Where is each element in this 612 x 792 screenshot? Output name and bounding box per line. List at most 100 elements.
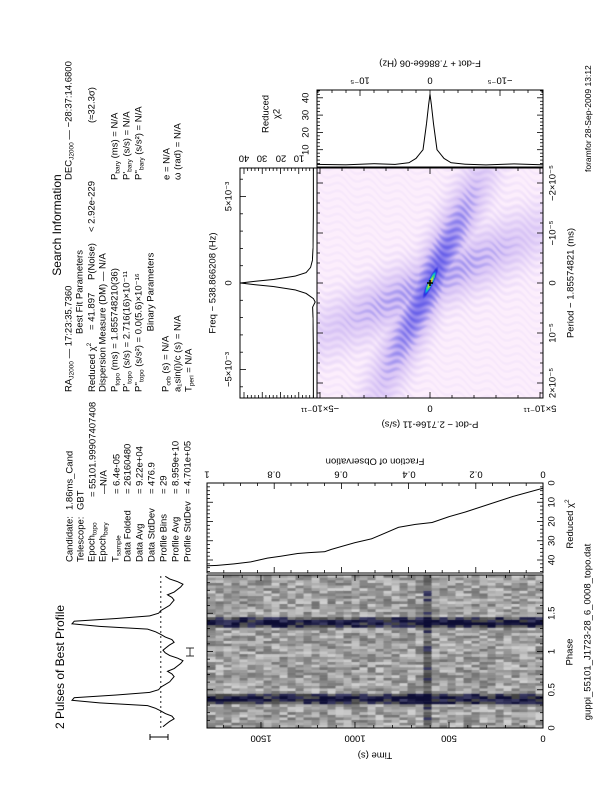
profile-error-bar: [149, 734, 169, 740]
label-text: P: [109, 173, 121, 180]
sep: =: [161, 166, 173, 173]
pdot-tick-label: 0: [427, 402, 433, 414]
label-text: P'': [133, 382, 145, 392]
fraction-tick-label: 0: [540, 468, 546, 480]
chi2-freq-curve: [240, 168, 316, 398]
time-axis-label: Time (s): [357, 749, 393, 761]
data-stddev-label: Data StdDev: [146, 508, 158, 562]
chi2-tick-label: 30: [256, 152, 268, 164]
chi2-tick-label: 10: [546, 496, 558, 508]
profile-avg-label: Profile Avg: [170, 516, 182, 562]
label-sup: 2: [563, 499, 571, 503]
profile-stddev-sep: =: [182, 488, 194, 494]
sep: —: [63, 348, 75, 359]
label-sub: bary: [114, 161, 122, 174]
tsample-sep: =: [111, 488, 123, 494]
value: N/A: [183, 348, 195, 365]
tsample-label: Tsample: [110, 535, 123, 562]
sep: =: [133, 336, 145, 343]
label-sub: J2000: [68, 142, 76, 160]
profile-curve: [70, 575, 184, 728]
freq-tick-label: −5×10⁻³: [223, 351, 235, 388]
data-avg-sep: =: [134, 488, 146, 494]
pnoise-value: < 2.92e-229: [86, 181, 98, 232]
eccentricity-row: e = N/A: [161, 148, 173, 180]
sep: =: [183, 367, 195, 373]
chi2-fdot-curve: [317, 94, 543, 166]
fdot-chi2-axis-label: Reduced χ2: [260, 94, 283, 134]
label-sub: J2000: [68, 361, 76, 379]
freq-tick-label: 5×10⁻³: [223, 181, 235, 212]
data-avg-value: 9.22e+04: [134, 446, 146, 486]
profile-bins-sep: =: [158, 488, 170, 494]
value: 41.897: [86, 292, 98, 322]
label-sub: topo: [91, 522, 99, 536]
tsample-value: 6.4e-05: [111, 453, 123, 486]
value: N/A: [172, 315, 184, 331]
unit: (s/s²): [133, 133, 145, 155]
sep: =: [109, 131, 121, 137]
phase-tick-label: 0.5: [546, 683, 558, 697]
chi2-tick-label: 10: [300, 144, 312, 155]
dm-row: Dispersion Measure (DM) — N/A: [97, 253, 109, 392]
label-text: Epoch: [86, 535, 98, 562]
label-sub: sample: [115, 535, 123, 557]
fdot-tick-label: 10⁻⁵: [350, 74, 370, 86]
chi2-tick-label: 20: [275, 152, 286, 164]
epoch-topo-value: 55101.99907407408: [87, 401, 99, 489]
profile-stddev-value: 4.701e+05: [182, 440, 194, 486]
unit: (s/s): [121, 138, 133, 157]
label-sub: peri: [188, 375, 196, 387]
sep: =: [160, 354, 172, 360]
a1sini-row: a₁sin(i)/c (s) = N/A: [172, 315, 184, 392]
sep: =: [121, 129, 133, 136]
reduced-chi2-value: = 41.897: [86, 292, 98, 330]
profile-bins-label: Profile Bins: [158, 513, 170, 562]
value: N/A: [160, 335, 172, 352]
fraction-tick-label: 0.4: [401, 468, 416, 480]
pdot-tick-label: −5×10⁻¹¹: [300, 402, 340, 414]
freq-tick-label: 0: [223, 280, 235, 286]
sep: =: [121, 341, 133, 348]
label-sub: bary: [102, 522, 110, 536]
label-text: P'': [133, 170, 145, 180]
data-stddev-value: 476.9: [146, 462, 158, 486]
phase-tick-label: 1.5: [546, 606, 558, 620]
pddot-bary-row: P''bary (s/s²) = N/A: [133, 106, 146, 180]
phase-axis-label: Phase: [564, 638, 576, 666]
profile-title: 2 Pulses of Best Profile: [53, 604, 67, 730]
value: 0.0(5.6)×10⁻¹⁶: [133, 273, 145, 335]
telescope-label: Telescope:: [75, 516, 87, 562]
telescope-value: GBT: [75, 490, 87, 510]
profile-stddev-label: Profile StdDev: [182, 501, 194, 562]
label-text: T: [110, 556, 122, 562]
sigma-value: (≈32.3σ): [86, 87, 98, 123]
period-tick-label: 0: [547, 280, 559, 286]
sep: =: [133, 124, 145, 131]
phase-tick-label: 1: [546, 648, 558, 655]
profile-bins-value: 29: [158, 475, 170, 486]
epoch-topo-sep: =: [87, 491, 99, 497]
period-tick-label: −2×10⁻⁵: [547, 165, 559, 201]
unit: (rad): [172, 149, 184, 170]
sep: —: [97, 271, 109, 282]
sep: =: [109, 343, 121, 349]
unit: (ms): [109, 351, 121, 371]
fdot-tick-label: 0: [427, 74, 433, 86]
label-text: ω: [172, 172, 184, 180]
period-tick-label: −10⁻⁵: [547, 220, 559, 246]
p-topo-row: Ptopo (ms) = 1.855748210(36): [109, 268, 122, 392]
value: 1.855748210(36): [109, 268, 121, 341]
time-tick-label: 1000: [344, 732, 366, 744]
dm-value: N/A: [97, 253, 109, 269]
label-text: P': [121, 383, 133, 392]
ra-value: 17:23:35.7360: [63, 285, 75, 347]
sep: —: [63, 130, 75, 140]
pdot-bary-row: P'bary (s/s) = N/A: [121, 111, 134, 180]
epoch-bary-value: N/A: [98, 470, 110, 486]
freq-axis-label: Freq − 538.866208 (Hz): [207, 232, 219, 334]
fraction-tick-label: 0.8: [267, 468, 281, 480]
unit: (s/s): [121, 350, 133, 369]
